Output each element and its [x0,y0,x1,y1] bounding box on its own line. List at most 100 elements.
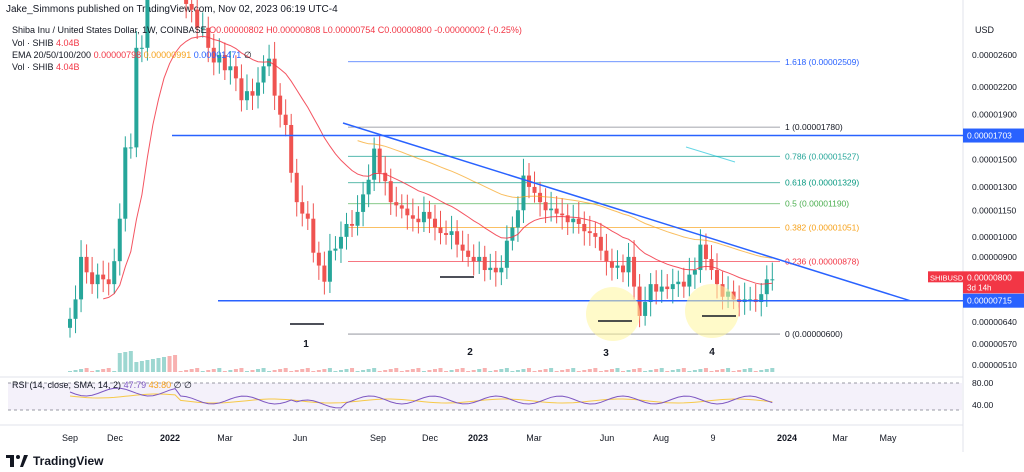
y-tick-8: 0.00000900 [972,252,1017,262]
currency-label: USD [975,25,995,35]
candle-body [316,252,321,266]
volume-bar [753,371,758,372]
volume-bar [68,371,72,372]
legend-ema-label[interactable]: EMA 20/50/100/200 [12,50,92,60]
candle-body [416,218,421,223]
volume-bar [626,370,631,372]
candle-body [68,318,72,328]
tradingview-footer[interactable]: TradingView [6,454,103,468]
x-tick-6: Dec [422,433,439,443]
candle-body [123,147,128,219]
legend-rsi-label[interactable]: RSI (14, close, SMA, 14, 2) [12,380,122,390]
candle-body [189,3,194,10]
volume-bar [681,368,686,372]
volume-bar [311,371,316,372]
x-tick-8: Mar [526,433,542,443]
legend-ema: EMA 20/50/100/200 0.00000798 0.00000991 … [12,50,252,61]
candle-body [233,66,238,79]
y-tick-11: 0.00000640 [972,317,1017,327]
x-tick-14: May [879,433,897,443]
volume-bar [504,368,509,372]
volume-bar [338,370,343,372]
volume-bar [95,370,100,372]
rsi-line [69,387,773,409]
candle-body [272,58,277,96]
bottom-label-4: 4 [709,347,715,358]
volume-bar [355,371,360,372]
volume-bar [200,371,205,372]
candle-body [444,233,449,235]
legend-volume2-label[interactable]: Vol · SHIB [12,62,54,72]
x-tick-7: 2023 [468,433,488,443]
volume-bar [637,368,642,372]
candle-body [211,47,216,63]
tradingview-brand: TradingView [33,454,104,468]
resistance-tag-bg [963,128,1024,143]
candle-body [195,9,200,28]
volume-bar [488,371,493,372]
volume-bar [460,368,465,372]
candle-body [405,208,410,216]
legend-ohlc: O0.00000802 H0.00000808 L0.00000754 C0.0… [209,25,522,35]
volume-bar [361,370,366,372]
legend-volume2-value: 4.04B [56,62,80,72]
candle-body [421,211,426,223]
candle-body [759,294,764,303]
candle-body [267,58,272,67]
volume-bar [670,370,675,372]
volume-bar [228,370,233,372]
candle-body [549,208,554,211]
candle-body [300,202,305,214]
volume-bar [178,371,183,372]
volume-bar [239,368,244,372]
volume-bar [560,370,565,372]
volume-bar [687,371,692,372]
volume-bar [333,371,338,372]
candle-body [632,256,637,287]
volume-bar [659,368,664,372]
y-tick-2: 0.00001900 [972,110,1017,120]
volume-bar [206,370,211,372]
candle-body [703,244,708,260]
volume-bar [593,368,598,372]
candle-body [289,124,294,173]
y-tick-7: 0.00001000 [972,232,1017,242]
resistance-tag: 0.00001703 [967,131,1012,141]
volume-bar [698,369,703,372]
bottom-label-2: 2 [467,347,473,358]
candle-body [709,259,714,271]
support-tag: 0.00000715 [967,296,1012,306]
volume-bar [427,370,432,372]
y-tick-0: 0.00002600 [972,50,1017,60]
candle-body [515,210,520,228]
volume-bar [438,368,443,372]
candle-body [311,218,316,253]
ema50-line [357,140,773,259]
candle-body [355,211,360,226]
volume-bar [709,371,714,372]
volume-bar [543,369,548,372]
volume-bar [742,369,747,372]
highlight-circle-3 [586,287,640,341]
candle-body [294,172,299,203]
candle-body [609,261,614,268]
candle-body [499,267,504,273]
volume-bar [493,370,498,372]
candle-body [615,265,620,268]
candle-body [565,215,570,223]
volume-bar [350,368,355,372]
legend-volume-label[interactable]: Vol · SHIB [12,38,54,48]
candle-body [84,256,89,273]
volume-bar [300,369,305,372]
candle-body [626,256,631,273]
y-tick-5: 0.00001300 [972,182,1017,192]
volume-bar [615,368,620,372]
candle-body [521,175,526,211]
volume-bar [455,369,460,372]
volume-bar [726,368,731,372]
candle-body [532,186,537,193]
legend-symbol[interactable]: Shiba Inu / United States Dollar, 1W, CO… [12,25,207,35]
volume-bar [272,370,277,372]
candle-body [278,95,283,115]
